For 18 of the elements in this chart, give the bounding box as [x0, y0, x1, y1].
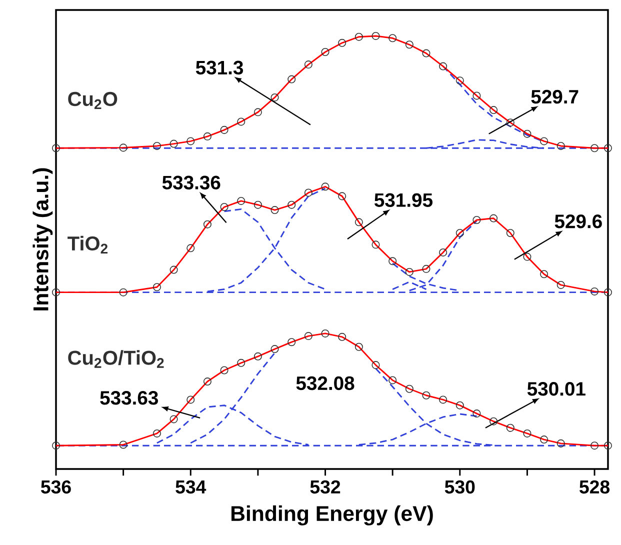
x-tick-label: 536	[40, 480, 71, 494]
x-tick-label: 532	[310, 480, 340, 494]
x-axis-title: Binding Energy (eV)	[231, 505, 433, 526]
annotation: 532.08	[296, 376, 354, 390]
annotation: 531.3	[196, 60, 244, 75]
series-label: Cu$_{2}$O/TiO$_{2}$	[68, 350, 164, 368]
annotation: 529.7	[531, 90, 578, 104]
annotation: 533.36	[162, 176, 220, 190]
x-tick-label: 528	[580, 480, 610, 494]
annotation: 531.95	[374, 193, 433, 207]
annotation: 529.6	[554, 214, 602, 228]
x-tick-label: 530	[444, 480, 475, 494]
annotation: 533.63	[100, 391, 158, 405]
x-tick-label: 534	[176, 480, 206, 494]
series-label: TiO$_{2}$	[68, 236, 108, 254]
y-axis-title: Intensity (a.u.)	[32, 168, 53, 310]
series-label: Cu$_{2}$O	[68, 92, 118, 110]
annotation: 530.01	[527, 382, 586, 396]
